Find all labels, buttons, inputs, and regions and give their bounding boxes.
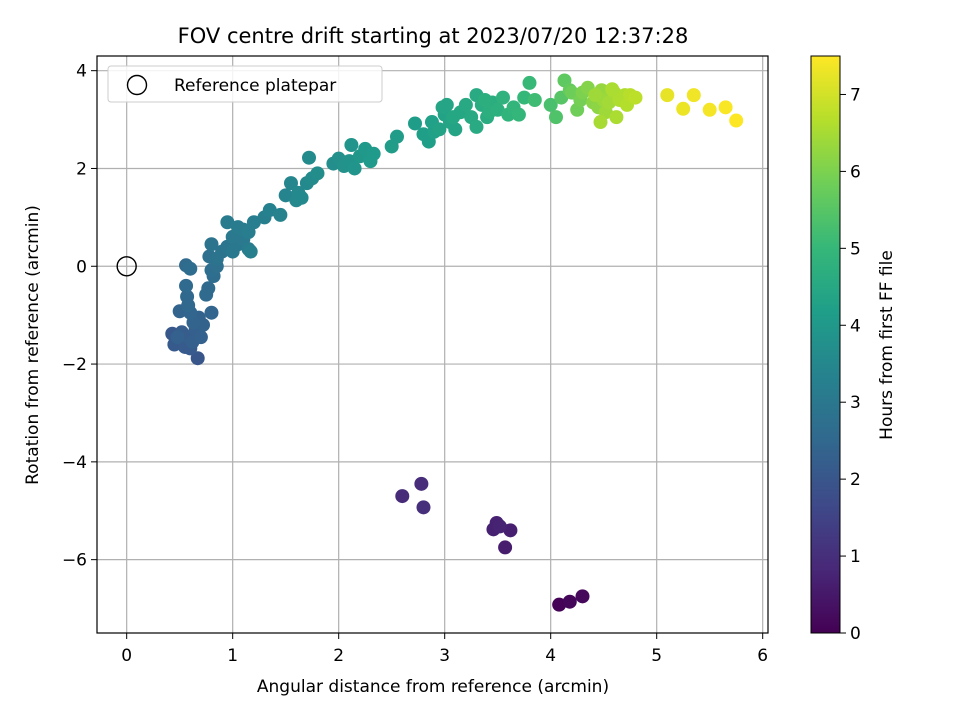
data-point <box>588 88 603 103</box>
data-point <box>193 330 208 345</box>
data-point <box>395 489 410 504</box>
data-point <box>294 190 309 205</box>
colorbar-tick-label: 5 <box>850 239 861 259</box>
data-point <box>414 476 429 491</box>
data-point <box>230 220 245 235</box>
x-tick-label: 4 <box>545 646 556 666</box>
data-point <box>593 115 608 130</box>
data-point <box>522 75 537 90</box>
colorbar-tick-label: 1 <box>850 547 861 567</box>
colorbar <box>810 55 841 634</box>
data-point <box>495 90 510 105</box>
data-point <box>262 203 277 218</box>
x-tick-label: 3 <box>439 646 450 666</box>
data-point <box>416 500 431 515</box>
data-point <box>469 119 484 134</box>
data-point <box>543 97 558 112</box>
data-point <box>686 88 701 103</box>
data-point <box>492 519 507 534</box>
data-point <box>170 330 185 345</box>
data-point <box>511 107 526 122</box>
data-point <box>190 351 205 366</box>
y-tick-label: 4 <box>76 62 87 82</box>
colorbar-tick-label: 0 <box>850 624 861 644</box>
data-point <box>575 589 590 604</box>
data-point <box>302 150 317 165</box>
x-tick-label: 0 <box>121 646 132 666</box>
x-axis: 0 1 2 3 4 5 6 <box>121 633 768 666</box>
data-point <box>366 146 381 161</box>
data-point <box>408 116 423 131</box>
data-point <box>702 102 717 117</box>
data-point <box>527 93 542 108</box>
colorbar-tick-label: 7 <box>850 85 861 105</box>
y-axis: −6 −4 −2 0 2 4 <box>62 62 97 571</box>
data-point <box>179 278 194 293</box>
data-point <box>552 597 567 612</box>
data-point <box>201 281 216 296</box>
data-point <box>243 244 258 259</box>
legend: Reference platepar <box>107 65 383 103</box>
data-point <box>729 113 744 128</box>
y-tick-label: −6 <box>62 551 87 571</box>
x-tick-label: 1 <box>227 646 238 666</box>
data-point <box>389 129 404 144</box>
data-point <box>609 110 624 125</box>
data-points <box>165 73 744 612</box>
data-point <box>498 540 513 555</box>
reference-point <box>116 256 137 277</box>
x-tick-label: 2 <box>333 646 344 666</box>
data-point <box>246 215 261 230</box>
data-point <box>180 289 195 304</box>
data-point <box>283 176 298 191</box>
legend-marker <box>126 74 148 96</box>
data-point <box>204 305 219 320</box>
data-point <box>628 90 643 105</box>
y-tick-label: −2 <box>62 355 87 375</box>
colorbar-tick-label: 4 <box>850 316 861 336</box>
data-point <box>273 207 288 222</box>
y-axis-label: Rotation from reference (arcmin) <box>23 205 43 485</box>
colorbar-label: Hours from first FF file <box>877 250 897 440</box>
data-point <box>605 82 620 97</box>
data-point <box>503 523 518 538</box>
y-tick-label: 0 <box>76 257 87 277</box>
x-axis-label: Angular distance from reference (arcmin) <box>257 677 609 697</box>
data-point <box>562 594 577 609</box>
data-point <box>660 88 675 103</box>
legend-box <box>107 65 383 103</box>
legend-label: Reference platepar <box>174 76 336 96</box>
chart-title: FOV centre drift starting at 2023/07/20 … <box>178 24 689 48</box>
data-point <box>204 237 219 252</box>
data-point <box>220 215 235 230</box>
data-point <box>310 166 325 181</box>
data-point <box>490 102 505 117</box>
colorbar-tick-label: 3 <box>850 393 861 413</box>
data-point <box>676 101 691 116</box>
colorbar-tick-label: 2 <box>850 470 861 490</box>
plot-frame <box>96 55 769 634</box>
data-point <box>448 122 463 137</box>
y-tick-label: 2 <box>76 159 87 179</box>
data-point <box>718 100 733 115</box>
x-tick-label: 6 <box>757 646 768 666</box>
data-point <box>432 122 447 137</box>
data-point <box>278 188 293 203</box>
x-tick-label: 5 <box>651 646 662 666</box>
data-point <box>548 110 563 125</box>
data-point <box>347 161 362 176</box>
data-point <box>183 261 198 276</box>
data-point <box>477 93 492 108</box>
colorbar-ticks: 0 1 2 3 4 5 6 7 <box>840 85 861 644</box>
data-point <box>458 97 473 112</box>
data-point <box>344 137 359 152</box>
colorbar-tick-label: 6 <box>850 162 861 182</box>
y-tick-label: −4 <box>62 453 87 473</box>
data-point <box>439 97 454 112</box>
data-point <box>517 90 532 105</box>
